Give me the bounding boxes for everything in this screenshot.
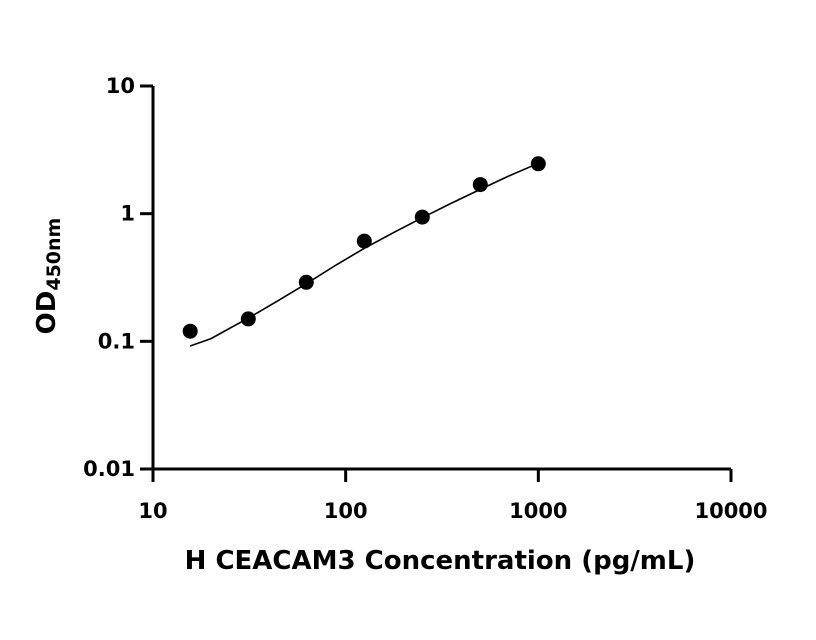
axes bbox=[151, 86, 731, 471]
x-tick-label: 10000 bbox=[694, 499, 767, 523]
y-axis-title-subscript: 450nm bbox=[43, 218, 65, 291]
y-tick-label: 0.01 bbox=[83, 457, 135, 481]
x-ticks: 10 100 1000 10000 bbox=[138, 469, 768, 523]
data-point bbox=[298, 274, 314, 290]
y-axis-title: OD450nm bbox=[32, 218, 65, 335]
data-point bbox=[530, 156, 546, 172]
data-point bbox=[414, 209, 430, 225]
data-point bbox=[472, 177, 488, 193]
data-point bbox=[240, 311, 256, 327]
data-point bbox=[182, 323, 198, 339]
x-tick-label: 10 bbox=[138, 499, 167, 523]
x-tick-label: 100 bbox=[324, 499, 368, 523]
y-ticks: 0.01 0.1 1 10 bbox=[83, 74, 153, 481]
y-axis-title-main: OD bbox=[32, 291, 62, 335]
y-tick-label: 1 bbox=[120, 202, 135, 226]
x-axis-title: H CEACAM3 Concentration (pg/mL) bbox=[185, 546, 696, 576]
data-points bbox=[182, 156, 546, 339]
data-point bbox=[356, 233, 372, 249]
y-tick-label: 0.1 bbox=[98, 329, 135, 353]
y-tick-label: 10 bbox=[106, 74, 135, 98]
x-tick-label: 1000 bbox=[509, 499, 567, 523]
